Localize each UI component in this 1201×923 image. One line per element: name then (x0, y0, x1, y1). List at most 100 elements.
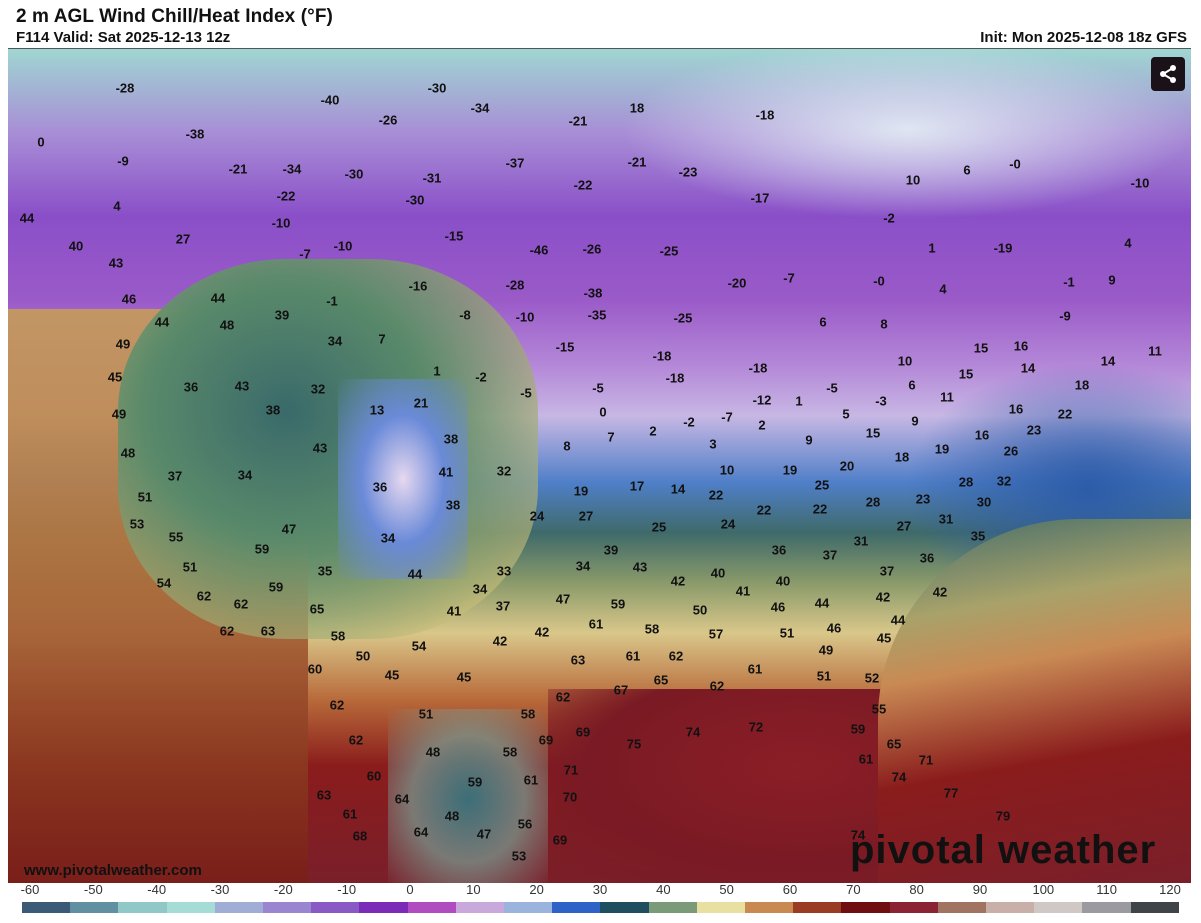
map-value-label: 61 (858, 751, 874, 767)
map-value-label: 36 (372, 479, 388, 495)
map-value-label: 69 (552, 832, 568, 848)
map-value-label: 41 (735, 583, 751, 599)
colorbar-tick: -40 (147, 882, 167, 897)
map-value-label: 25 (814, 477, 830, 493)
map-value-label: 59 (268, 579, 284, 595)
map-title: 2 m AGL Wind Chill/Heat Index (°F) (16, 6, 333, 27)
colorbar-tick: 110 (1096, 882, 1118, 897)
map-value-label: 25 (651, 519, 667, 535)
map-value-label: 63 (570, 652, 586, 668)
map-value-label: 44 (814, 595, 830, 611)
map-value-label: 38 (443, 431, 459, 447)
map-value-label: 22 (812, 501, 828, 517)
weather-map[interactable] (8, 48, 1191, 883)
map-value-label: 72 (748, 719, 764, 735)
map-value-label: 44 (210, 290, 226, 306)
map-value-label: -46 (529, 242, 549, 258)
rockies-region (338, 379, 468, 579)
map-value-label: 62 (668, 648, 684, 664)
map-value-label: 71 (918, 752, 934, 768)
map-value-label: 1 (795, 393, 803, 409)
map-value-label: 2 (758, 417, 766, 433)
map-value-label: 23 (1026, 422, 1042, 438)
map-value-label: 53 (511, 848, 527, 864)
colorbar-tick: -20 (273, 882, 293, 897)
map-value-label: 59 (850, 721, 866, 737)
map-value-label: 60 (307, 661, 323, 677)
map-value-label: 44 (19, 210, 35, 226)
map-value-label: 16 (1013, 338, 1029, 354)
map-value-label: 44 (154, 314, 170, 330)
map-value-label: 50 (692, 602, 708, 618)
map-value-label: -21 (228, 161, 248, 177)
map-value-label: 79 (995, 808, 1011, 824)
map-value-label: 23 (915, 491, 931, 507)
map-value-label: 74 (891, 769, 907, 785)
map-value-label: 9 (805, 432, 813, 448)
map-value-label: 13 (369, 402, 385, 418)
map-value-label: 54 (156, 575, 172, 591)
map-value-label: 7 (607, 429, 615, 445)
map-value-label: 31 (938, 511, 954, 527)
map-value-label: 64 (394, 791, 410, 807)
map-value-label: 3 (709, 436, 717, 452)
init-time: Init: Mon 2025-12-08 18z GFS (980, 29, 1187, 46)
map-value-label: 19 (782, 462, 798, 478)
map-value-label: -25 (659, 243, 679, 259)
map-value-label: 40 (68, 238, 84, 254)
colorbar-tick: -30 (210, 882, 230, 897)
colorbar-swatch (504, 902, 553, 913)
map-value-label: 38 (265, 402, 281, 418)
map-value-label: 59 (610, 596, 626, 612)
colorbar-tick-labels: -60 -50 -40 -30 -20 -10 0 10 20 30 40 50 60 70 80 90 100… (0, 882, 1201, 900)
map-value-label: 61 (747, 661, 763, 677)
map-value-label: 4 (1124, 235, 1132, 251)
map-value-label: -30 (427, 80, 447, 96)
map-value-label: 24 (720, 516, 736, 532)
map-value-label: 48 (219, 317, 235, 333)
map-value-label: 32 (496, 463, 512, 479)
colorbar-swatch (648, 902, 697, 913)
map-value-label: 55 (168, 529, 184, 545)
western-us-region (118, 259, 538, 639)
map-value-label: 45 (876, 630, 892, 646)
colorbar-tick: -10 (337, 882, 357, 897)
map-value-label: 69 (538, 732, 554, 748)
map-value-label: 28 (865, 494, 881, 510)
colorbar-tick: 70 (846, 882, 861, 897)
map-value-label: 1 (928, 240, 936, 256)
map-value-label: -2 (883, 210, 895, 226)
map-value-label: 28 (958, 474, 974, 490)
colorbar-swatch (311, 902, 360, 913)
map-value-label: 6 (819, 314, 827, 330)
map-value-label: 42 (932, 584, 948, 600)
map-value-label: 18 (1074, 377, 1090, 393)
colorbar-swatch (166, 902, 215, 913)
map-value-label: 32 (310, 381, 326, 397)
colorbar-tick: 0 (406, 882, 414, 897)
colorbar-tick: 80 (909, 882, 924, 897)
map-value-label: -37 (505, 155, 525, 171)
colorbar-tick: 100 (1032, 882, 1055, 897)
map-value-label: 36 (771, 542, 787, 558)
colorbar-swatch (359, 902, 408, 913)
map-value-label: 58 (520, 706, 536, 722)
mexico-plateau-region (388, 709, 548, 883)
colorbar-tick: -50 (83, 882, 103, 897)
map-value-label: 40 (710, 565, 726, 581)
map-value-label: 22 (756, 502, 772, 518)
map-value-label: 21 (413, 395, 429, 411)
map-value-label: 51 (137, 489, 153, 505)
map-value-label: 14 (1020, 360, 1036, 376)
map-value-label: 53 (129, 516, 145, 532)
share-icon (1160, 65, 1176, 83)
map-value-label: 37 (495, 598, 511, 614)
map-value-label: 1 (433, 363, 441, 379)
share-button[interactable] (1151, 57, 1185, 91)
map-value-label: -28 (505, 277, 525, 293)
map-value-label: 48 (425, 744, 441, 760)
map-value-label: 27 (578, 508, 594, 524)
map-value-label: 16 (974, 427, 990, 443)
map-value-label: 49 (115, 336, 131, 352)
map-value-label: 24 (529, 508, 545, 524)
